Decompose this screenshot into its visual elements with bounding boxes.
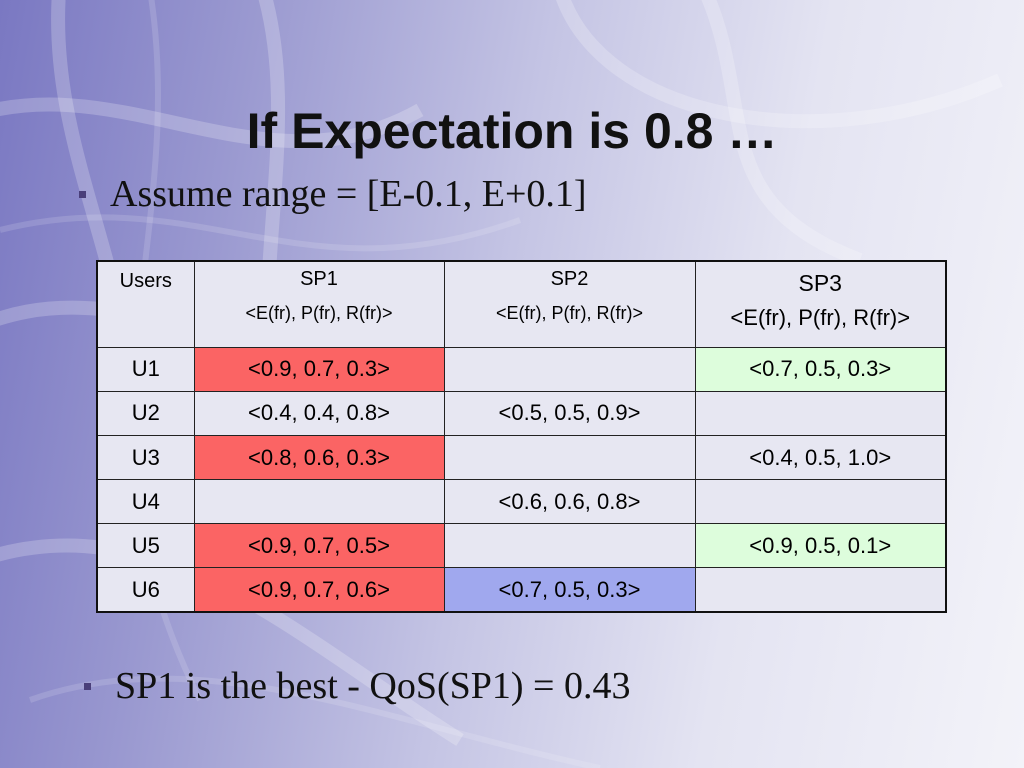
header-sp3-name: SP3 (798, 270, 842, 296)
table-row: U4 <0.6, 0.6, 0.8> (96, 479, 947, 525)
table-row: U3 <0.8, 0.6, 0.3> <0.4, 0.5, 1.0> (96, 434, 947, 481)
cell-sp2: <0.6, 0.6, 0.8> (443, 479, 696, 525)
table-row: U1 <0.9, 0.7, 0.3> <0.7, 0.5, 0.3> (96, 346, 947, 392)
cell-user: U4 (96, 479, 195, 525)
header-sp1: SP1 <E(fr), P(fr), R(fr)> (193, 260, 445, 348)
cell-sp1: <0.4, 0.4, 0.8> (193, 390, 445, 436)
cell-sp1: <0.8, 0.6, 0.3> (193, 434, 445, 481)
cell-user: U3 (96, 434, 195, 481)
table-row: U5 <0.9, 0.7, 0.5> <0.9, 0.5, 0.1> (96, 523, 947, 569)
cell-sp1 (193, 479, 445, 525)
cell-sp2: <0.7, 0.5, 0.3> (443, 567, 696, 613)
header-sp1-tuple: <E(fr), P(fr), R(fr)> (245, 303, 393, 323)
bullet-conclusion: SP1 is the best - QoS(SP1) = 0.43 (84, 664, 631, 708)
cell-sp1: <0.9, 0.7, 0.3> (193, 346, 445, 392)
cell-sp2: <0.5, 0.5, 0.9> (443, 390, 696, 436)
cell-sp2 (443, 346, 696, 392)
cell-sp3: <0.4, 0.5, 1.0> (694, 434, 947, 481)
header-sp2-tuple: <E(fr), P(fr), R(fr)> (496, 303, 643, 323)
cell-sp2 (443, 434, 696, 481)
table-header-row: Users SP1 <E(fr), P(fr), R(fr)> SP2 <E(f… (96, 260, 947, 348)
cell-user: U1 (96, 346, 195, 392)
cell-sp1: <0.9, 0.7, 0.6> (193, 567, 445, 613)
cell-user: U5 (96, 523, 195, 569)
table-row: U6 <0.9, 0.7, 0.6> <0.7, 0.5, 0.3> (96, 567, 947, 613)
table-row: U2 <0.4, 0.4, 0.8> <0.5, 0.5, 0.9> (96, 390, 947, 436)
cell-user: U6 (96, 567, 195, 613)
header-users: Users (96, 260, 195, 348)
header-sp2: SP2 <E(fr), P(fr), R(fr)> (443, 260, 696, 348)
header-sp3: SP3 <E(fr), P(fr), R(fr)> (694, 260, 947, 348)
square-bullet-icon (79, 190, 86, 198)
header-sp3-tuple: <E(fr), P(fr), R(fr)> (730, 305, 911, 330)
cell-user: U2 (96, 390, 195, 436)
cell-sp3 (694, 567, 947, 613)
qos-table: Users SP1 <E(fr), P(fr), R(fr)> SP2 <E(f… (96, 260, 947, 613)
header-sp2-name: SP2 (550, 268, 589, 290)
bullet-assume-range: Assume range = [E-0.1, E+0.1] (79, 172, 587, 216)
cell-sp2 (443, 523, 696, 569)
cell-sp3 (694, 479, 947, 525)
bullet-text: Assume range = [E-0.1, E+0.1] (110, 173, 587, 215)
cell-sp1: <0.9, 0.7, 0.5> (193, 523, 445, 569)
cell-sp3: <0.9, 0.5, 0.1> (694, 523, 947, 569)
cell-sp3: <0.7, 0.5, 0.3> (694, 346, 947, 392)
header-sp1-name: SP1 (300, 268, 338, 290)
cell-sp3 (694, 390, 947, 436)
slide-title: If Expectation is 0.8 … (246, 103, 778, 159)
bullet-text: SP1 is the best - QoS(SP1) = 0.43 (115, 665, 631, 707)
square-bullet-icon (84, 682, 91, 690)
